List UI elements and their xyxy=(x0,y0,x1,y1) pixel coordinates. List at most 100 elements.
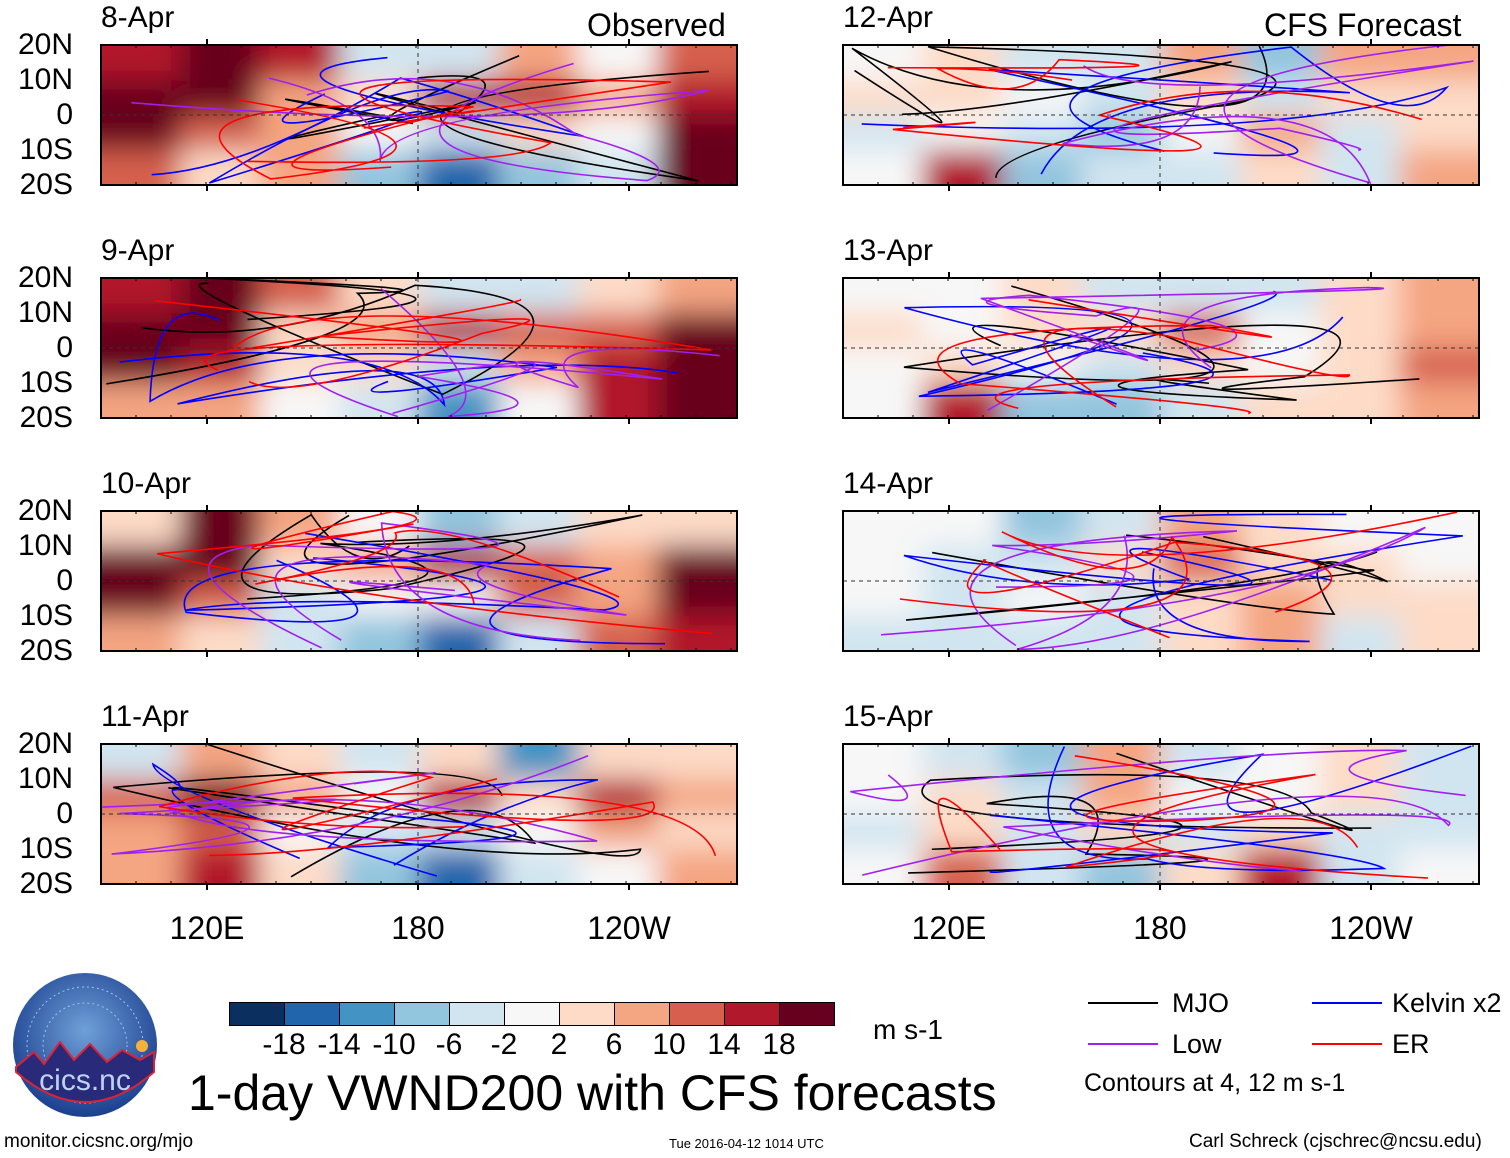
heat-cell xyxy=(101,616,182,651)
heat-cell xyxy=(578,546,659,582)
heat-cell xyxy=(260,849,341,884)
heat-cell xyxy=(578,616,659,651)
heat-cell xyxy=(657,511,737,547)
heat-cell xyxy=(922,150,1003,185)
contour-low xyxy=(164,772,598,843)
heat-cell xyxy=(339,616,420,651)
contour-kelvin xyxy=(861,46,1450,152)
heat-cell xyxy=(922,814,1003,850)
lat-tick-label: 10N xyxy=(17,296,73,329)
legend-er-label: ER xyxy=(1392,1029,1430,1059)
colorbar-tick-label: 2 xyxy=(550,1028,568,1061)
contour-er xyxy=(1074,755,1428,879)
contour-low xyxy=(306,62,660,182)
heat-cell xyxy=(1399,814,1479,850)
heat-cell xyxy=(339,383,420,418)
heat-cell xyxy=(578,45,659,81)
colorbar-tick-label: -2 xyxy=(490,1028,518,1061)
contour-er xyxy=(209,792,717,857)
heat-cell xyxy=(1240,313,1321,349)
panel-11-Apr xyxy=(100,738,738,890)
colorbar-swatch xyxy=(614,1002,670,1026)
heat-cell xyxy=(1081,616,1162,651)
lat-tick-label: 20N xyxy=(17,727,73,760)
colorbar-tick-label: 6 xyxy=(605,1028,623,1061)
heat-cell xyxy=(180,511,261,547)
contour-mjo xyxy=(168,786,537,878)
panel-date: 10-Apr xyxy=(101,467,192,500)
colorbar-tick-label: 18 xyxy=(762,1028,796,1061)
heat-cell xyxy=(1399,779,1479,815)
lon-tick-label: 120E xyxy=(169,910,245,946)
heat-cell xyxy=(1399,150,1479,185)
contour-kelvin xyxy=(149,312,558,403)
heat-cell xyxy=(843,115,924,151)
heat-cell xyxy=(498,616,579,651)
heat-cell xyxy=(922,511,1003,547)
lon-tick-label: 180 xyxy=(1133,910,1187,946)
lat-tick-label: 20S xyxy=(19,401,73,434)
lat-tick-label: 0 xyxy=(56,564,73,597)
contour-low xyxy=(101,754,589,855)
contour-mjo xyxy=(851,47,1232,124)
heat-cell xyxy=(101,511,182,547)
heat-cell xyxy=(101,348,182,384)
heat-cell xyxy=(1240,383,1321,418)
heat-cell xyxy=(843,313,924,349)
contour-kelvin xyxy=(903,547,1331,587)
heat-cell xyxy=(657,581,737,617)
heat-cell xyxy=(1002,383,1083,418)
lat-tick-label: 10S xyxy=(19,366,73,399)
panel-15-Apr xyxy=(842,738,1480,890)
timestamp: Tue 2016-04-12 1014 UTC xyxy=(669,1136,824,1151)
heat-cell xyxy=(843,814,924,850)
heat-cell xyxy=(657,546,737,582)
legend-low-line xyxy=(1088,1043,1158,1045)
figure-title: 1-day VWND200 with CFS forecasts xyxy=(188,1065,997,1121)
contour-low xyxy=(969,530,1238,647)
heat-cell xyxy=(101,546,182,582)
heat-cell xyxy=(843,150,924,185)
colorbar-swatch xyxy=(669,1002,725,1026)
contour-er xyxy=(937,299,1273,415)
heat-cell xyxy=(922,849,1003,884)
heat-cell xyxy=(843,849,924,884)
heat-cell xyxy=(1161,849,1242,884)
panel-date: 14-Apr xyxy=(843,467,934,500)
colorbar-tick-label: -14 xyxy=(317,1028,361,1061)
legend-er-line xyxy=(1312,1043,1382,1045)
source-url[interactable]: monitor.cicsnc.org/mjo xyxy=(4,1131,194,1152)
heat-cell xyxy=(498,849,579,884)
panel-date: 15-Apr xyxy=(843,700,934,733)
heat-cell xyxy=(1399,849,1479,884)
author-credit: Carl Schreck (cjschrec@ncsu.edu) xyxy=(1189,1131,1482,1152)
heat-cell xyxy=(339,45,420,81)
heat-cell xyxy=(1081,383,1162,418)
heat-cell xyxy=(657,278,737,314)
heat-cell xyxy=(922,278,1003,314)
heat-cell xyxy=(260,383,341,418)
heat-cell xyxy=(419,45,500,81)
heat-cell xyxy=(657,616,737,651)
heat-cell xyxy=(1161,616,1242,651)
contour-mjo xyxy=(932,535,1389,615)
panel-10-Apr xyxy=(100,505,738,657)
contour-er xyxy=(994,327,1351,410)
colorbar-swatch xyxy=(504,1002,560,1026)
heat-cell xyxy=(498,383,579,418)
heat-cell xyxy=(1240,348,1321,384)
heat-cell xyxy=(101,814,182,850)
colorbar-swatch xyxy=(339,1002,395,1026)
heat-cell xyxy=(843,616,924,651)
lat-tick-label: 10N xyxy=(17,529,73,562)
heat-cell xyxy=(1161,150,1242,185)
contour-low xyxy=(274,555,627,641)
panel-12-Apr xyxy=(842,39,1480,191)
heat-cell xyxy=(101,80,182,116)
lon-tick-label: 120W xyxy=(587,910,671,946)
heat-cell xyxy=(1399,313,1479,349)
contour-low xyxy=(309,348,720,418)
heat-cell xyxy=(1320,313,1401,349)
heat-cell xyxy=(657,779,737,815)
heat-cell xyxy=(657,80,737,116)
